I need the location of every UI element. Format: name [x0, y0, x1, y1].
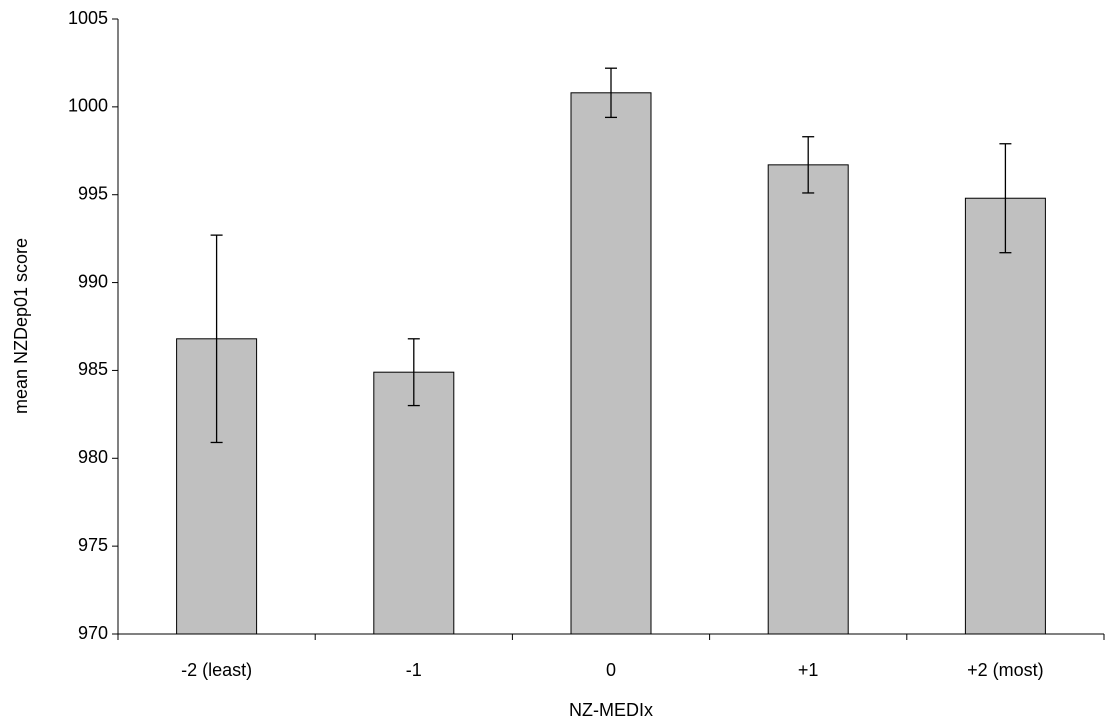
- error-bar: [407, 338, 420, 407]
- error-bar: [999, 143, 1012, 254]
- x-tick-label: -1: [406, 660, 422, 680]
- error-bar: [605, 67, 617, 119]
- error-bar: [802, 136, 815, 194]
- x-tick-label: +1: [798, 660, 819, 680]
- y-tick-label: 970: [78, 623, 108, 643]
- y-tick-label: 980: [78, 447, 108, 467]
- y-tick-label: 990: [78, 271, 108, 291]
- bar: [767, 164, 849, 635]
- x-axis-label: NZ-MEDIx: [569, 700, 653, 720]
- y-tick-label: 1000: [68, 96, 108, 116]
- x-tick-label: -2 (least): [181, 660, 252, 680]
- bar: [964, 197, 1046, 635]
- y-tick-label: 1005: [68, 8, 108, 28]
- y-tick-label: 995: [78, 183, 108, 203]
- y-tick-label: 975: [78, 535, 108, 555]
- x-tick-label: +2 (most): [967, 660, 1044, 680]
- y-tick-label: 985: [78, 359, 108, 379]
- bar: [373, 371, 455, 635]
- x-tick-label: 0: [606, 660, 616, 680]
- bar: [570, 92, 652, 635]
- error-bar: [210, 234, 223, 444]
- y-axis-label: mean NZDep01 score: [11, 238, 31, 414]
